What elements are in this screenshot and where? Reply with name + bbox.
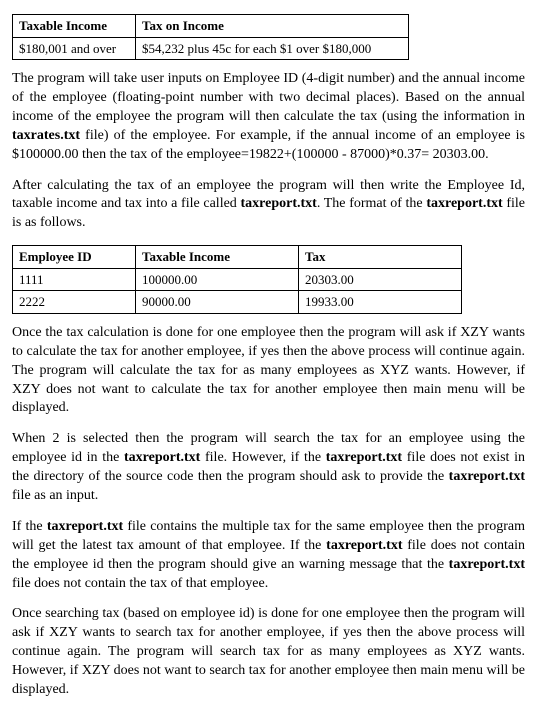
filename-taxreport: taxreport.txt <box>124 450 200 465</box>
paragraph-intro: The program will take user inputs on Emp… <box>12 70 525 164</box>
tax-report-table: Employee ID Taxable Income Tax 1111 1000… <box>12 245 462 314</box>
paragraph-option-2: When 2 is selected then the program will… <box>12 430 525 506</box>
table-row: 2222 90000.00 19933.00 <box>13 291 462 314</box>
filename-taxrates: taxrates.txt <box>12 128 80 143</box>
col-taxable-income: Taxable Income <box>136 246 299 269</box>
tax-rate-table: Taxable Income Tax on Income $180,001 an… <box>12 14 409 60</box>
filename-taxreport: taxreport.txt <box>326 450 402 465</box>
paragraph-after-calc: After calculating the tax of an employee… <box>12 177 525 234</box>
filename-taxreport: taxreport.txt <box>240 196 316 211</box>
filename-taxreport: taxreport.txt <box>47 519 123 534</box>
table-row: 1111 100000.00 20303.00 <box>13 268 462 291</box>
paragraph-multiple-tax: If the taxreport.txt file contains the m… <box>12 518 525 594</box>
col-tax: Tax <box>299 246 462 269</box>
filename-taxreport: taxreport.txt <box>426 196 502 211</box>
cell-taxable-income: $180,001 and over <box>13 37 136 60</box>
col-employee-id: Employee ID <box>13 246 136 269</box>
paragraph-loop-calc: Once the tax calculation is done for one… <box>12 324 525 418</box>
col-taxable-income: Taxable Income <box>13 15 136 38</box>
table-row: $180,001 and over $54,232 plus 45c for e… <box>13 37 409 60</box>
col-tax-on-income: Tax on Income <box>136 15 409 38</box>
paragraph-loop-search: Once searching tax (based on employee id… <box>12 605 525 699</box>
cell-tax-on-income: $54,232 plus 45c for each $1 over $180,0… <box>136 37 409 60</box>
filename-taxreport: taxreport.txt <box>449 469 525 484</box>
filename-taxreport: taxreport.txt <box>326 538 402 553</box>
filename-taxreport: taxreport.txt <box>449 557 525 572</box>
table-header-row: Employee ID Taxable Income Tax <box>13 246 462 269</box>
table-header-row: Taxable Income Tax on Income <box>13 15 409 38</box>
